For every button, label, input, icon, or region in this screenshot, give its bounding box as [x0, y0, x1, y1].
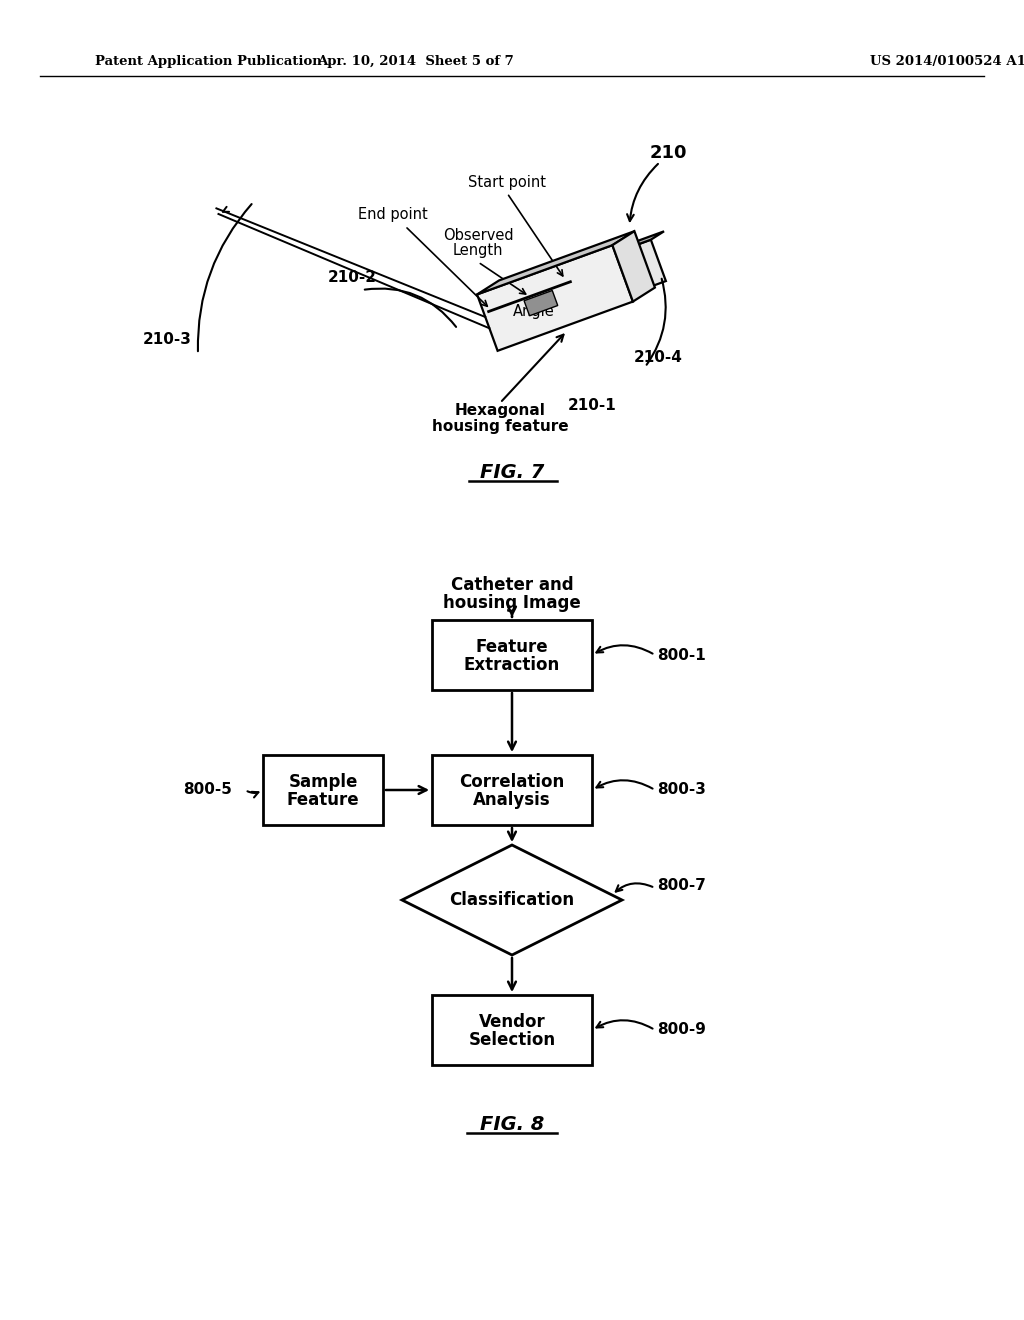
- Text: 800-3: 800-3: [657, 783, 706, 797]
- Text: End point: End point: [358, 207, 428, 223]
- Polygon shape: [402, 845, 622, 954]
- Text: Classification: Classification: [450, 891, 574, 909]
- Text: US 2014/0100524 A1: US 2014/0100524 A1: [870, 55, 1024, 69]
- Polygon shape: [524, 290, 558, 315]
- Text: 210-1: 210-1: [568, 397, 616, 412]
- Text: Patent Application Publication: Patent Application Publication: [95, 55, 322, 69]
- Polygon shape: [477, 231, 635, 294]
- Bar: [263, 755, 383, 825]
- Text: Start point: Start point: [468, 174, 546, 190]
- Bar: [432, 620, 592, 690]
- Text: Length: Length: [453, 243, 503, 257]
- Text: Angle: Angle: [513, 304, 555, 319]
- Text: 800-9: 800-9: [657, 1023, 706, 1038]
- Text: 210-3: 210-3: [142, 333, 191, 347]
- Text: FIG. 8: FIG. 8: [480, 1115, 544, 1134]
- Text: Correlation: Correlation: [460, 774, 564, 791]
- Text: 800-5: 800-5: [183, 783, 231, 797]
- Text: Extraction: Extraction: [464, 656, 560, 675]
- Text: Catheter and: Catheter and: [451, 576, 573, 594]
- Text: 800-7: 800-7: [657, 878, 706, 892]
- Text: 210-2: 210-2: [328, 271, 377, 285]
- Bar: [432, 755, 592, 825]
- Text: 210: 210: [649, 144, 687, 162]
- Bar: [432, 995, 592, 1065]
- Text: Apr. 10, 2014  Sheet 5 of 7: Apr. 10, 2014 Sheet 5 of 7: [316, 55, 513, 69]
- Text: Vendor: Vendor: [478, 1012, 546, 1031]
- Text: Analysis: Analysis: [473, 791, 551, 809]
- Text: 800-1: 800-1: [657, 648, 706, 663]
- Text: Hexagonal: Hexagonal: [455, 403, 546, 417]
- Text: Sample: Sample: [289, 774, 357, 791]
- Polygon shape: [615, 240, 666, 294]
- Text: housing Image: housing Image: [443, 594, 581, 612]
- Polygon shape: [612, 231, 655, 301]
- Text: Feature: Feature: [287, 791, 359, 809]
- Polygon shape: [477, 246, 633, 351]
- Text: housing feature: housing feature: [432, 420, 568, 434]
- Text: Observed: Observed: [442, 227, 513, 243]
- Polygon shape: [615, 231, 664, 252]
- Text: 210-4: 210-4: [634, 351, 682, 366]
- Text: FIG. 7: FIG. 7: [480, 463, 544, 483]
- Text: Selection: Selection: [468, 1031, 556, 1049]
- Text: Feature: Feature: [476, 638, 548, 656]
